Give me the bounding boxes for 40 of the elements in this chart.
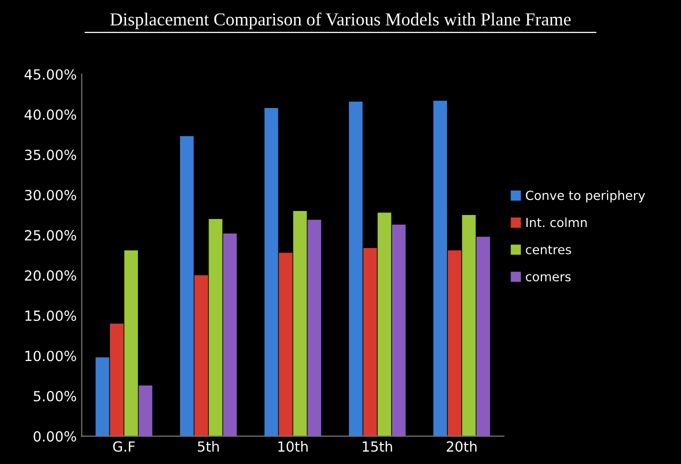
legend-label: Conve to periphery xyxy=(526,190,646,203)
legend-label: Int. colmn xyxy=(526,218,587,228)
y-tick-label: 40.00% xyxy=(24,109,76,120)
y-tick-label: 35.00% xyxy=(24,150,76,160)
bar xyxy=(223,233,237,436)
bar xyxy=(378,212,392,436)
bar xyxy=(363,248,377,436)
y-tick-label: 30.00% xyxy=(24,190,76,200)
bar xyxy=(293,210,307,436)
bar xyxy=(278,252,292,436)
y-tick-label: 45.00% xyxy=(24,69,76,80)
bar xyxy=(96,357,110,436)
legend-label: comers xyxy=(526,274,571,282)
x-tick-label: G.F xyxy=(113,441,135,452)
bar xyxy=(180,136,194,436)
bar xyxy=(476,236,490,436)
bar xyxy=(194,275,208,436)
bar xyxy=(308,220,322,436)
x-tick-label: 20th xyxy=(446,441,476,452)
y-tick-label: 25.00% xyxy=(24,230,76,241)
bar xyxy=(208,219,222,436)
bar xyxy=(462,214,476,436)
bar xyxy=(264,108,278,436)
bar xyxy=(110,324,124,436)
x-tick-label: 5th xyxy=(198,441,219,452)
y-tick-label: 10.00% xyxy=(25,350,76,362)
y-tick-label: 20.00% xyxy=(24,270,76,281)
bar xyxy=(348,102,363,436)
x-tick-label: 15th xyxy=(362,441,392,452)
bar xyxy=(448,250,462,436)
y-tick-label: 15.00% xyxy=(25,310,76,321)
x-tick-label: 10th xyxy=(278,441,308,452)
legend-label: centres xyxy=(526,245,572,254)
bar xyxy=(124,250,138,436)
y-tick-label: 0.00% xyxy=(34,431,76,442)
bar xyxy=(138,385,152,436)
y-tick-label: 5.00% xyxy=(34,390,76,402)
bar xyxy=(433,100,448,436)
chart-title: Displacement Comparison of Various Models with Plane Frame xyxy=(110,12,571,30)
bar xyxy=(392,224,406,436)
